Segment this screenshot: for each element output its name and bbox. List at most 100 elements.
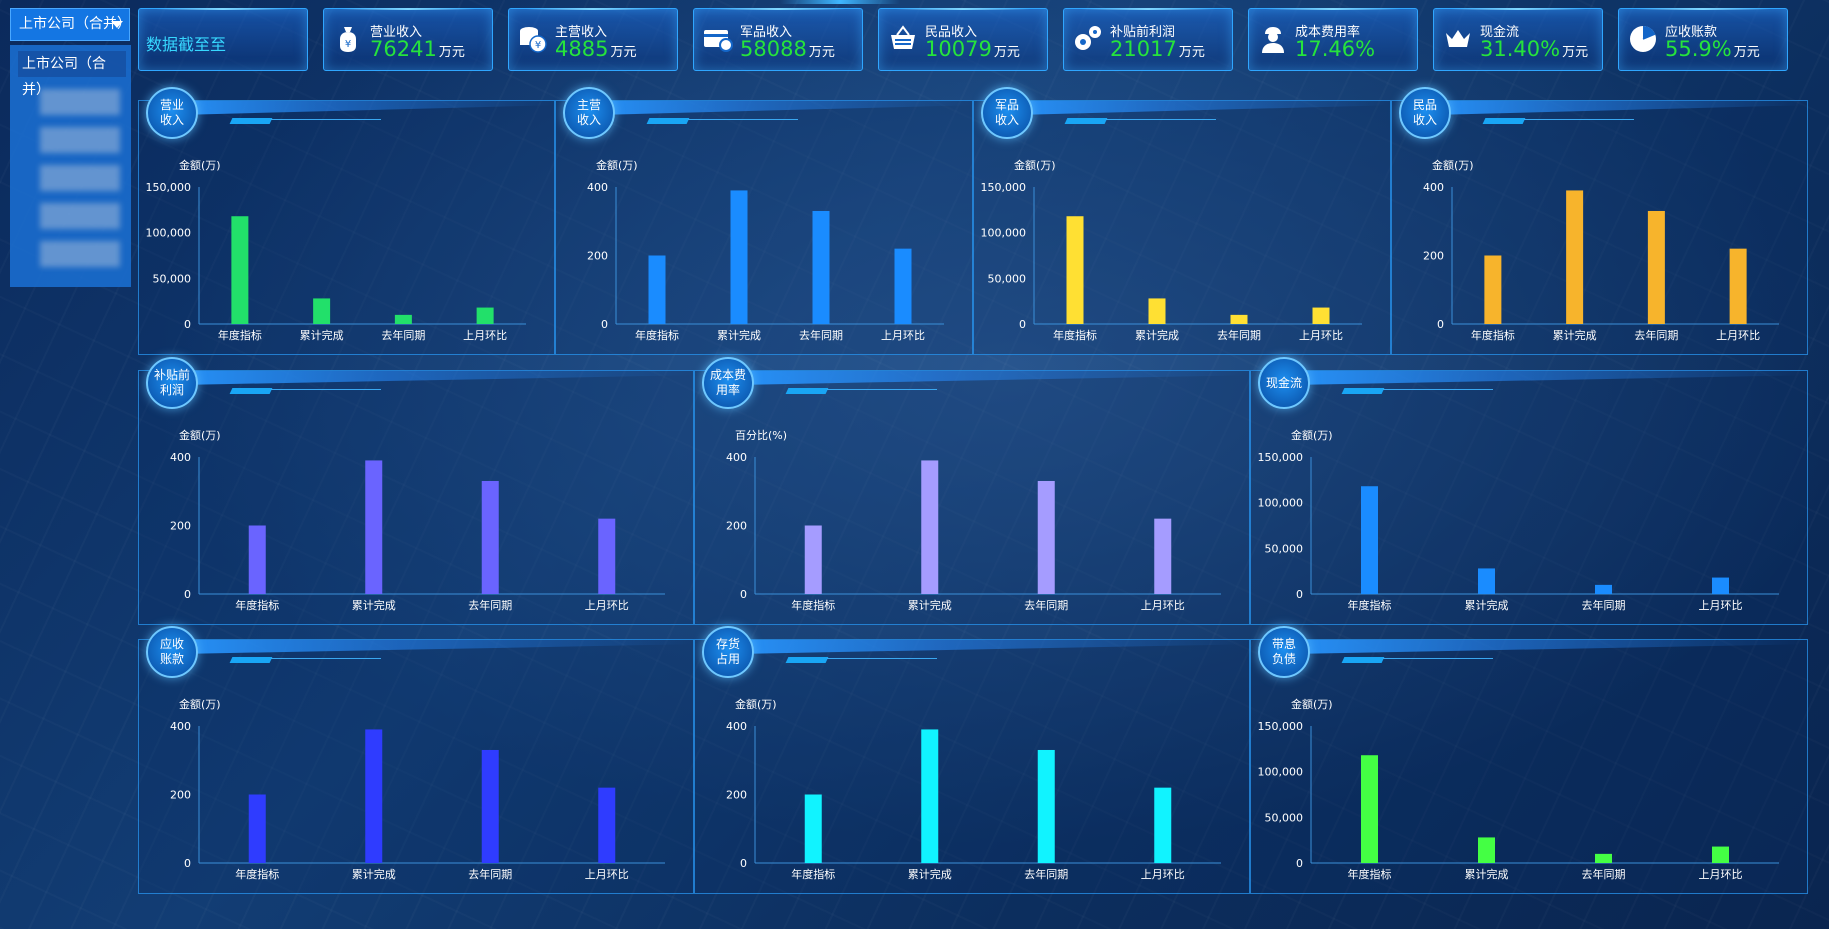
money-bag-icon: ¥ bbox=[340, 27, 356, 52]
y-tick-label: 200 bbox=[726, 789, 747, 802]
panel-header-thin-line bbox=[1383, 389, 1493, 390]
bar[interactable] bbox=[1729, 248, 1747, 324]
company-option[interactable]: 上市公司（合并） bbox=[18, 51, 126, 98]
panel-title-badge: 带息 负债 bbox=[1258, 626, 1310, 678]
bar[interactable] bbox=[1595, 584, 1612, 594]
x-tick-label: 上月环比 bbox=[1699, 868, 1743, 881]
panel-header-thin-line bbox=[827, 658, 937, 659]
kpi-card-military[interactable]: 军品收入 58088 万元 bbox=[693, 8, 863, 71]
kpi-card-profit[interactable]: 补贴前利润 21017 万元 bbox=[1063, 8, 1233, 71]
bar[interactable] bbox=[1484, 255, 1502, 325]
y-tick-label: 150,000 bbox=[1258, 720, 1304, 733]
bar[interactable] bbox=[248, 525, 266, 595]
bar[interactable] bbox=[921, 460, 939, 594]
bar[interactable] bbox=[894, 248, 912, 324]
x-tick-label: 年度指标 bbox=[635, 328, 679, 342]
y-tick-label: 400 bbox=[170, 451, 191, 464]
company-option-blurred[interactable] bbox=[40, 127, 120, 153]
bar[interactable] bbox=[248, 794, 266, 864]
bar[interactable] bbox=[1478, 568, 1495, 594]
bar[interactable] bbox=[1037, 749, 1055, 863]
kpi-label: 主营收入 bbox=[555, 25, 608, 40]
bar[interactable] bbox=[1647, 210, 1665, 324]
bar[interactable] bbox=[1154, 518, 1172, 594]
gears-icon bbox=[1075, 26, 1101, 50]
kpi-card-revenue[interactable]: ¥ 营业收入 76241 万元 bbox=[323, 8, 493, 71]
y-tick-label: 200 bbox=[587, 250, 608, 263]
bar[interactable] bbox=[1230, 314, 1248, 324]
bar[interactable] bbox=[481, 749, 499, 863]
bar[interactable] bbox=[1566, 190, 1584, 324]
bar[interactable] bbox=[921, 729, 939, 863]
y-tick-label: 200 bbox=[170, 789, 191, 802]
bar[interactable] bbox=[1037, 480, 1055, 594]
bar[interactable] bbox=[804, 525, 822, 595]
bar[interactable] bbox=[1148, 298, 1166, 324]
bar[interactable] bbox=[1361, 755, 1378, 863]
panel-header-thin-line bbox=[1383, 658, 1493, 659]
kpi-value: 21017 万元 bbox=[1110, 37, 1205, 61]
card-icon bbox=[704, 30, 733, 52]
bar[interactable] bbox=[730, 190, 748, 324]
bar[interactable] bbox=[365, 729, 383, 863]
company-option-blurred[interactable] bbox=[40, 89, 120, 115]
bar[interactable] bbox=[481, 480, 499, 594]
x-tick-label: 累计完成 bbox=[908, 867, 952, 881]
panel-header-thin-line bbox=[688, 119, 798, 120]
bar[interactable] bbox=[1066, 216, 1084, 324]
y-tick-label: 400 bbox=[726, 720, 747, 733]
y-axis-title: 金额(万) bbox=[179, 158, 221, 172]
y-tick-label: 0 bbox=[1296, 588, 1303, 601]
x-tick-label: 年度指标 bbox=[1053, 328, 1097, 342]
y-tick-label: 100,000 bbox=[1258, 497, 1304, 510]
x-tick-label: 去年同期 bbox=[1217, 328, 1261, 342]
kpi-card-cost[interactable]: 成本费用率 17.46% bbox=[1248, 8, 1418, 71]
y-tick-label: 0 bbox=[184, 588, 191, 601]
company-dropdown-label: 上市公司（合并） bbox=[19, 16, 131, 32]
bar[interactable] bbox=[1361, 486, 1378, 594]
bar[interactable] bbox=[812, 210, 830, 324]
kpi-label: 营业收入 bbox=[370, 25, 423, 40]
bar[interactable] bbox=[1712, 577, 1729, 594]
kpi-card-civil[interactable]: 民品收入 10079 万元 bbox=[878, 8, 1048, 71]
company-dropdown-list: 上市公司（合并） bbox=[10, 45, 131, 287]
y-axis-title: 金额(万) bbox=[1291, 697, 1333, 711]
chart-panel: 补贴前 利润 金额(万) 0 200 400 年度指标 累计完成 去年同期 上月环比 bbox=[138, 357, 694, 625]
chart-panel: 主营 收入 金额(万) 0 200 400 年度指标 累计完成 去年同期 上月环比 bbox=[555, 87, 973, 355]
bar-chart: 金额(万) 0 200 400 年度指标 累计完成 去年同期 上月环比 bbox=[726, 697, 1221, 881]
bar[interactable] bbox=[648, 255, 666, 325]
bar[interactable] bbox=[1595, 853, 1612, 863]
bar[interactable] bbox=[1154, 787, 1172, 863]
x-tick-label: 累计完成 bbox=[352, 598, 396, 612]
x-tick-label: 年度指标 bbox=[1471, 328, 1515, 342]
y-tick-label: 200 bbox=[1423, 250, 1444, 263]
company-option-blurred[interactable] bbox=[40, 165, 120, 191]
company-option-blurred[interactable] bbox=[40, 203, 120, 229]
kpi-value: 4885 万元 bbox=[555, 37, 637, 61]
bar[interactable] bbox=[365, 460, 383, 594]
bar[interactable] bbox=[598, 518, 616, 594]
bar[interactable] bbox=[394, 314, 412, 324]
company-option-blurred[interactable] bbox=[40, 241, 120, 267]
kpi-card-main[interactable]: ¥ 主营收入 4885 万元 bbox=[508, 8, 678, 71]
chart-panel: 成本费 用率 百分比(%) 0 200 400 年度指标 累计完成 去年同期 上月环比 bbox=[694, 357, 1250, 625]
bar[interactable] bbox=[1312, 307, 1330, 324]
x-tick-label: 上月环比 bbox=[1699, 599, 1743, 612]
company-dropdown[interactable]: 上市公司（合并） bbox=[10, 8, 131, 41]
y-tick-label: 200 bbox=[170, 520, 191, 533]
x-tick-label: 年度指标 bbox=[1348, 598, 1392, 612]
bar[interactable] bbox=[1478, 837, 1495, 863]
bar[interactable] bbox=[804, 794, 822, 864]
bar[interactable] bbox=[1712, 846, 1729, 863]
bar[interactable] bbox=[313, 298, 331, 324]
kpi-value: 17.46% bbox=[1295, 37, 1376, 61]
bar[interactable] bbox=[598, 787, 616, 863]
kpi-card-cash[interactable]: 现金流 31.40% 万元 bbox=[1433, 8, 1603, 71]
y-axis-title: 金额(万) bbox=[596, 158, 638, 172]
bar[interactable] bbox=[476, 307, 494, 324]
y-tick-label: 100,000 bbox=[146, 227, 192, 240]
kpi-card-receivable[interactable]: 应收账款 55.9% 万元 bbox=[1618, 8, 1788, 71]
panel-title-badge: 现金流 bbox=[1258, 357, 1310, 409]
x-tick-label: 去年同期 bbox=[381, 328, 425, 342]
bar[interactable] bbox=[231, 216, 249, 324]
